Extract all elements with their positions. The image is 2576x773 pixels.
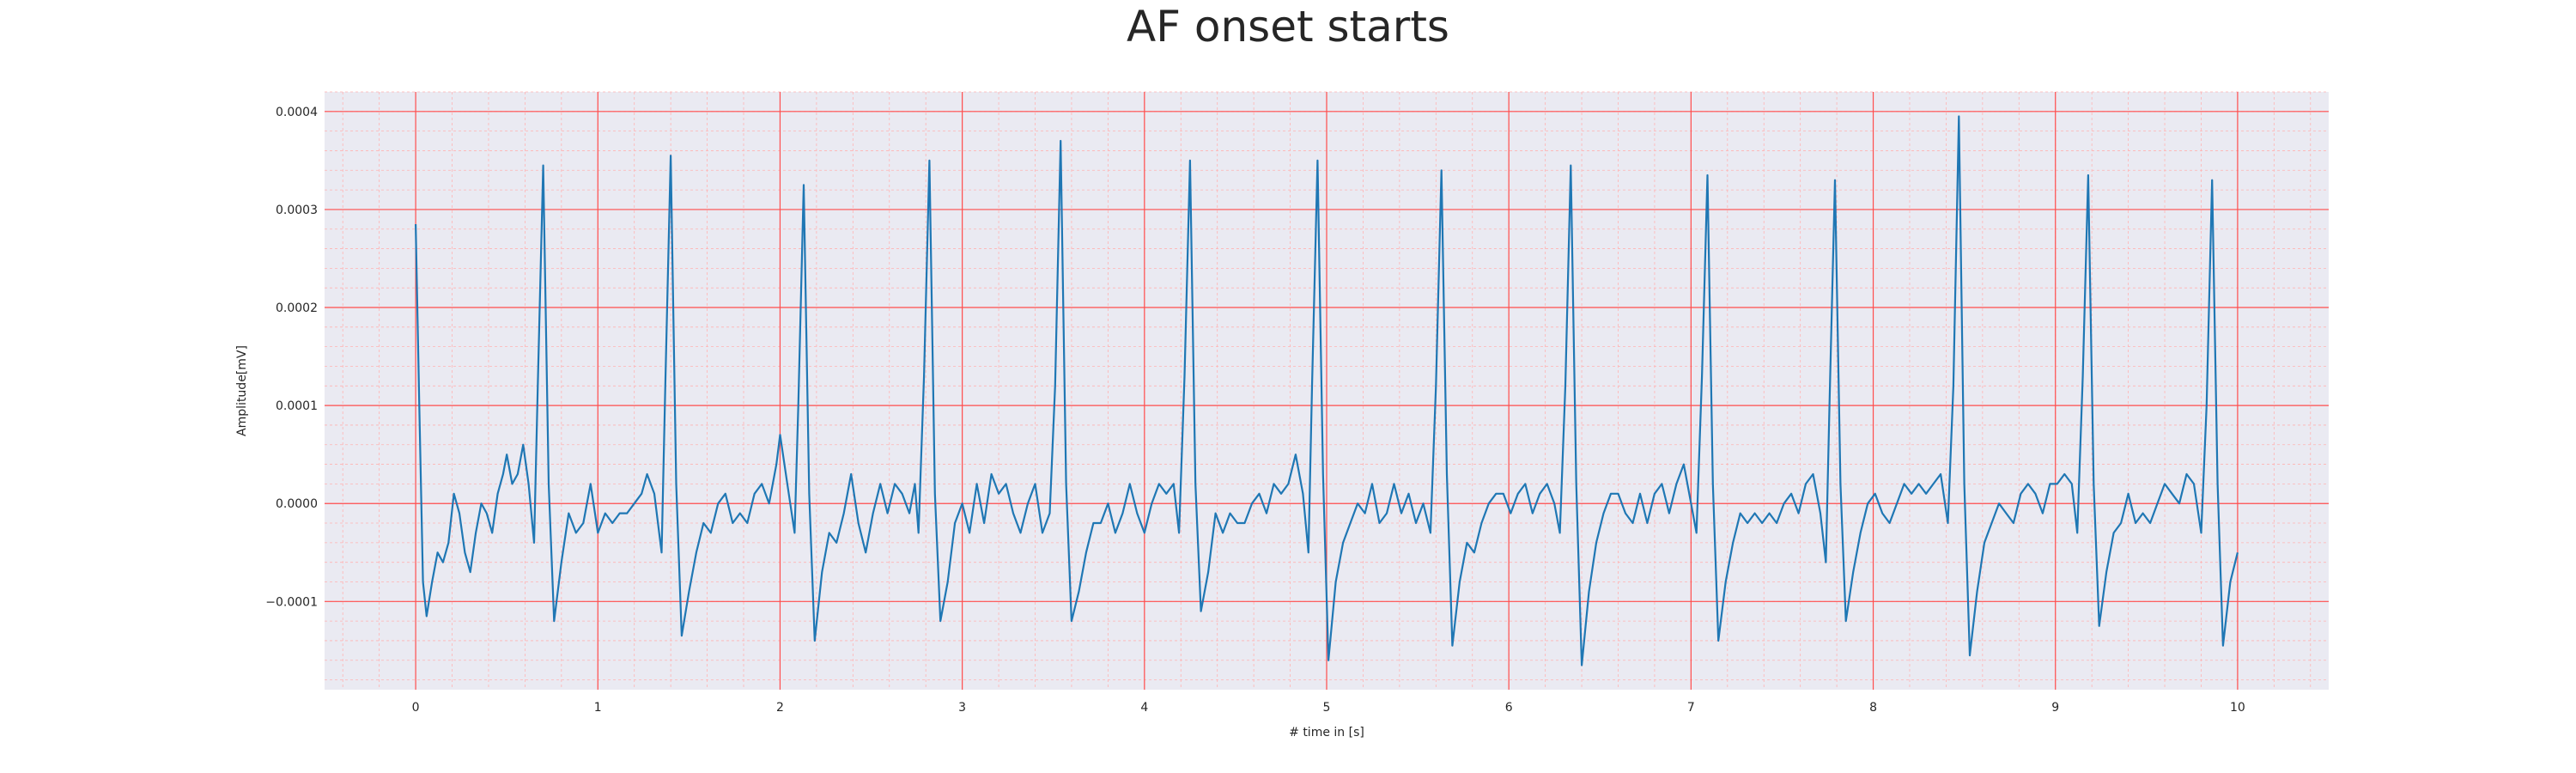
chart-title: AF onset starts	[1127, 2, 1449, 52]
x-tick-label: 2	[776, 701, 784, 715]
x-tick-label: 8	[1869, 701, 1877, 715]
x-tick-label: 6	[1505, 701, 1513, 715]
y-tick-label: −0.0001	[265, 595, 318, 609]
x-tick-label: 9	[2051, 701, 2059, 715]
x-tick-label: 3	[958, 701, 966, 715]
y-tick-label: 0.0002	[276, 301, 318, 315]
y-tick-label: 0.0001	[276, 399, 318, 413]
x-tick-label: 1	[594, 701, 602, 715]
x-tick-label: 10	[2230, 701, 2245, 715]
series-line-0	[415, 115, 2239, 666]
x-tick-label: 7	[1687, 701, 1695, 715]
x-tick-label: 5	[1323, 701, 1331, 715]
x-tick-label: 4	[1140, 701, 1148, 715]
y-tick-label: 0.0004	[276, 106, 318, 119]
x-axis-label: # time in [s]	[1289, 726, 1364, 740]
y-tick-label: 0.0000	[276, 497, 318, 511]
x-tick-label: 0	[412, 701, 420, 715]
y-tick-label: 0.0003	[276, 204, 318, 217]
y-axis-label: Amplitude[mV]	[235, 345, 249, 436]
